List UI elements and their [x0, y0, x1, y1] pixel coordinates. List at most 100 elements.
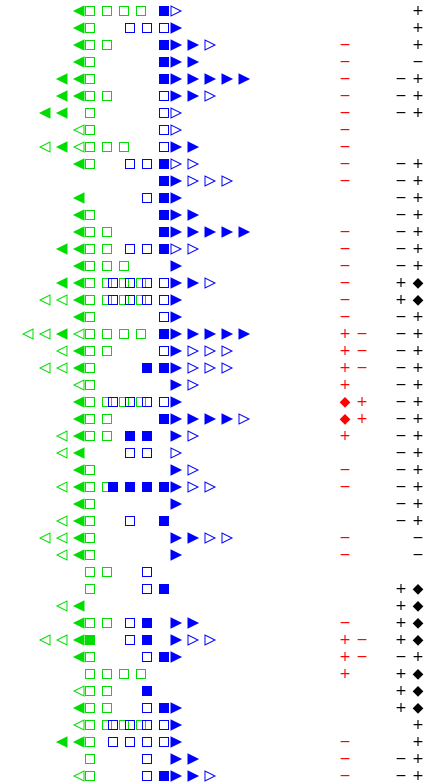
green-triangle [55, 634, 68, 646]
red-symbol: − [339, 462, 351, 478]
red-symbol: ◆ [340, 411, 351, 427]
green-square [102, 227, 112, 237]
red-symbol: + [339, 326, 351, 342]
green-triangle [72, 702, 85, 714]
green-square [85, 499, 95, 509]
green-square [119, 6, 129, 16]
green-triangle [72, 770, 85, 782]
blue-triangle [170, 549, 183, 561]
green-triangle [72, 226, 85, 238]
blue-square [142, 635, 152, 645]
green-square [85, 346, 95, 356]
green-square [85, 771, 95, 781]
red-symbol: − [339, 275, 351, 291]
blue-triangle [170, 328, 183, 340]
green-square [85, 261, 95, 271]
green-square [85, 363, 95, 373]
black-symbol: ◆ [413, 275, 424, 291]
blue-square [108, 737, 118, 747]
blue-triangle [170, 753, 183, 765]
green-square [85, 703, 95, 713]
green-square [102, 686, 112, 696]
blue-triangle [187, 379, 200, 391]
black-symbol: + [395, 615, 407, 631]
blue-triangle [170, 294, 183, 306]
blue-square [159, 159, 169, 169]
black-symbol: − [412, 530, 424, 546]
black-symbol: − [395, 71, 407, 87]
blue-triangle [170, 5, 183, 17]
blue-triangle [238, 328, 251, 340]
green-square [85, 414, 95, 424]
green-square [136, 669, 146, 679]
green-triangle [72, 634, 85, 646]
green-square [119, 261, 129, 271]
blue-square [142, 754, 152, 764]
black-symbol: + [412, 190, 424, 206]
red-symbol: − [339, 530, 351, 546]
blue-triangle [170, 141, 183, 153]
black-symbol: ◆ [413, 700, 424, 716]
blue-square [108, 482, 118, 492]
red-symbol: + [339, 428, 351, 444]
blue-triangle [187, 481, 200, 493]
black-symbol: − [395, 258, 407, 274]
blue-square [159, 363, 169, 373]
black-symbol: + [412, 258, 424, 274]
green-triangle [38, 328, 51, 340]
green-triangle [72, 141, 85, 153]
blue-square [159, 295, 169, 305]
green-triangle [72, 617, 85, 629]
red-symbol: + [356, 411, 368, 427]
green-triangle [55, 243, 68, 255]
red-symbol: + [339, 343, 351, 359]
blue-square [125, 516, 135, 526]
black-symbol: + [412, 768, 424, 782]
blue-square [125, 635, 135, 645]
blue-square [142, 244, 152, 254]
black-symbol: + [412, 717, 424, 733]
black-symbol: + [412, 513, 424, 529]
black-symbol: + [412, 309, 424, 325]
blue-square [125, 23, 135, 33]
blue-square [159, 482, 169, 492]
red-symbol: − [339, 122, 351, 138]
black-symbol: + [412, 241, 424, 257]
black-symbol: + [412, 156, 424, 172]
green-square [85, 397, 95, 407]
green-triangle [55, 362, 68, 374]
green-square [85, 108, 95, 118]
red-symbol: ◆ [340, 394, 351, 410]
blue-square [125, 159, 135, 169]
blue-square [159, 74, 169, 84]
red-symbol: − [356, 632, 368, 648]
blue-triangle [170, 362, 183, 374]
green-triangle [72, 379, 85, 391]
black-symbol: − [395, 496, 407, 512]
green-square [85, 465, 95, 475]
black-symbol: + [412, 734, 424, 750]
blue-square [108, 720, 118, 730]
blue-triangle [170, 209, 183, 221]
green-triangle [38, 107, 51, 119]
blue-triangle [187, 362, 200, 374]
blue-square [142, 737, 152, 747]
black-symbol: − [395, 513, 407, 529]
red-symbol: − [339, 88, 351, 104]
black-symbol: − [395, 411, 407, 427]
green-square [85, 431, 95, 441]
blue-square [159, 312, 169, 322]
green-square [136, 6, 146, 16]
red-symbol: + [339, 649, 351, 665]
red-symbol: − [356, 343, 368, 359]
green-square [102, 414, 112, 424]
blue-square [159, 720, 169, 730]
blue-triangle [187, 90, 200, 102]
green-square [85, 516, 95, 526]
green-square [85, 618, 95, 628]
blue-triangle [170, 481, 183, 493]
green-triangle [55, 294, 68, 306]
blue-square [159, 414, 169, 424]
green-triangle [72, 294, 85, 306]
green-square [85, 227, 95, 237]
